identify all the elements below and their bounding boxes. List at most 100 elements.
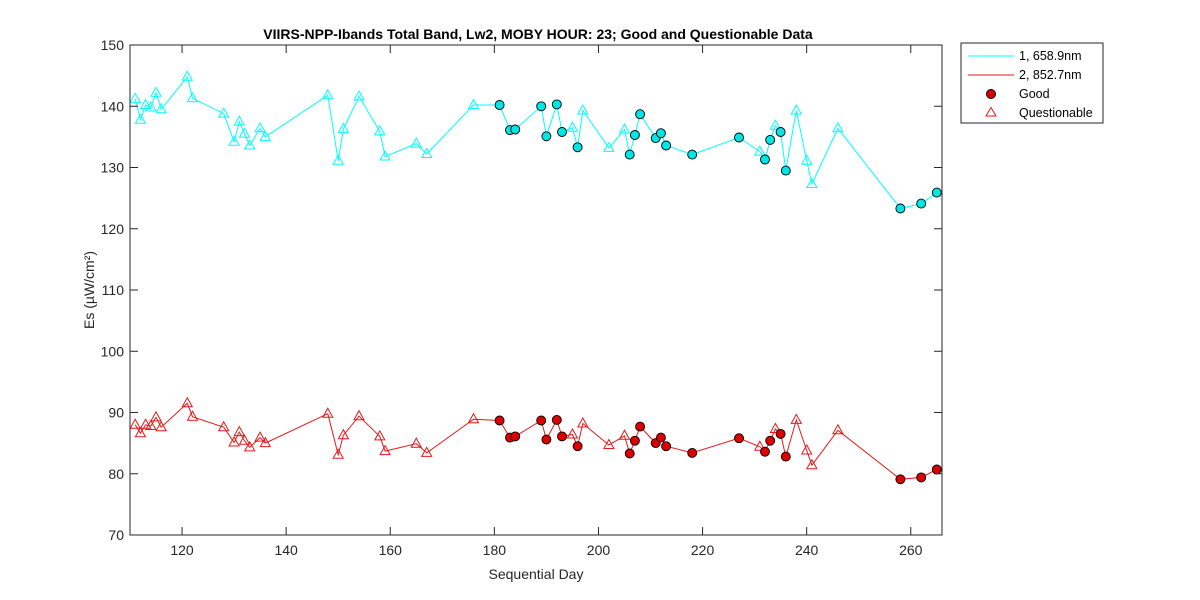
data-point-questionable (769, 422, 782, 433)
data-point-good (661, 140, 672, 151)
data-point-questionable (806, 458, 818, 470)
y-tick-label: 130 (101, 160, 125, 176)
data-point-questionable (259, 436, 272, 448)
data-point-questionable (832, 423, 844, 435)
data-point-good (629, 435, 640, 446)
data-point-questionable (373, 124, 386, 136)
data-point-questionable (217, 107, 230, 118)
y-tick-label: 90 (108, 405, 124, 421)
data-point-good (760, 154, 770, 165)
data-point-good (931, 187, 942, 198)
data-point-questionable (618, 122, 631, 134)
series-layer (129, 70, 942, 485)
data-point-questionable (243, 440, 256, 452)
data-point-questionable (254, 121, 266, 133)
data-point-good (734, 433, 744, 444)
data-point-questionable (129, 92, 142, 103)
data-point-good (629, 130, 640, 140)
data-point-questionable (753, 440, 766, 451)
data-point-good (551, 99, 562, 110)
data-point-questionable (337, 428, 350, 440)
data-point-good (536, 101, 547, 112)
data-point-questionable (144, 100, 157, 112)
x-tick-label: 180 (483, 542, 507, 558)
legend-marker-good (986, 89, 996, 99)
data-point-questionable (576, 103, 589, 115)
data-point-questionable (181, 70, 194, 81)
data-point-questionable (150, 410, 162, 422)
data-point-questionable (800, 443, 813, 455)
data-point-good (551, 414, 562, 425)
data-point-good (572, 142, 583, 153)
data-point-questionable (155, 102, 168, 114)
data-point-questionable (238, 434, 251, 445)
data-point-good (765, 435, 776, 446)
data-point-questionable (233, 115, 246, 126)
y-tick-label: 110 (102, 282, 125, 298)
data-point-questionable (217, 420, 230, 432)
data-point-questionable (806, 177, 818, 188)
data-point-questionable (332, 448, 345, 459)
data-point-questionable (753, 145, 766, 156)
data-point-questionable (790, 103, 803, 115)
data-point-good (557, 431, 567, 442)
data-point-questionable (233, 425, 246, 437)
x-axis-label: Sequential Day (489, 566, 584, 582)
data-point-questionable (566, 121, 579, 132)
y-tick-label: 100 (101, 343, 125, 359)
data-point-good (541, 131, 552, 142)
data-point-questionable (353, 89, 365, 101)
data-point-questionable (420, 147, 433, 158)
y-tick-label: 80 (108, 466, 124, 482)
data-point-good (780, 165, 791, 176)
data-point-questionable (332, 154, 345, 165)
data-point-questionable (373, 429, 386, 441)
data-point-questionable (337, 122, 350, 133)
series-1 (129, 70, 942, 214)
legend-label-series-1: 1, 658.9nm (1019, 49, 1082, 63)
data-point-good (655, 128, 666, 139)
y-tick-label: 120 (101, 221, 125, 237)
data-point-good (895, 203, 906, 214)
data-point-questionable (144, 419, 157, 430)
data-point-good (655, 432, 666, 443)
data-point-good (775, 127, 786, 137)
data-point-good (510, 124, 521, 135)
data-point-questionable (618, 429, 631, 440)
data-point-questionable (155, 420, 168, 432)
data-point-good (780, 451, 791, 462)
data-point-questionable (467, 98, 480, 109)
data-point-questionable (832, 121, 844, 133)
legend-label-questionable: Questionable (1019, 106, 1093, 120)
data-point-good (775, 428, 786, 439)
data-point-questionable (420, 446, 433, 457)
y-axis-label: Es (µW/cm²) (81, 251, 97, 329)
legend: 1, 658.9nm 2, 852.7nm Good Questionable (960, 42, 1104, 124)
data-point-questionable (379, 444, 391, 456)
data-point-good (931, 464, 942, 475)
data-point-questionable (134, 113, 147, 124)
data-point-good (494, 100, 505, 110)
data-point-questionable (238, 127, 251, 138)
data-point-questionable (800, 154, 813, 165)
data-point-questionable (150, 86, 162, 97)
data-point-good (661, 441, 672, 452)
data-point-good (635, 109, 646, 120)
data-point-questionable (139, 98, 152, 109)
data-point-questionable (259, 130, 272, 141)
data-point-good (536, 415, 547, 426)
data-point-questionable (321, 407, 334, 418)
data-point-questionable (254, 431, 266, 442)
data-point-good (624, 149, 635, 160)
data-point-good (916, 198, 927, 209)
data-point-questionable (410, 437, 423, 448)
data-point-questionable (603, 141, 615, 152)
data-point-questionable (228, 135, 240, 146)
y-tick-label: 70 (108, 527, 124, 543)
data-point-good (760, 446, 770, 457)
data-point-questionable (790, 413, 803, 424)
data-point-questionable (129, 418, 142, 429)
y-tick-label: 150 (101, 37, 125, 53)
data-point-good (765, 134, 776, 145)
